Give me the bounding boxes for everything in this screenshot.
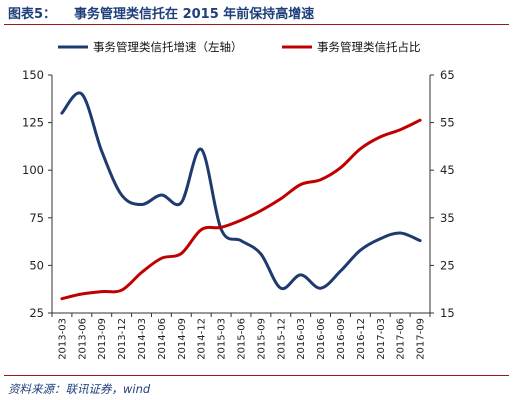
y-left-tick-label: 75	[29, 211, 44, 225]
y-right-tick-label: 15	[440, 306, 455, 320]
x-tick-label: 2017-09	[416, 318, 427, 360]
source-note: 资料来源：联讯证券，wind	[8, 382, 151, 396]
y-left-tick-label: 25	[29, 306, 44, 320]
x-tick-label: 2014-09	[177, 318, 188, 360]
x-tick-label: 2013-06	[77, 318, 88, 360]
bottom-rule	[4, 375, 509, 376]
legend-label-share: 事务管理类信托占比	[317, 40, 421, 54]
y-right-tick-label: 65	[440, 68, 455, 82]
y-left-tick-label: 100	[22, 163, 44, 177]
y-right-tick-label: 25	[440, 258, 455, 272]
chart-title: 图表5： 事务管理类信托在 2015 年前保持高增速	[8, 3, 314, 22]
figure-title: 事务管理类信托在 2015 年前保持高增速	[74, 7, 315, 22]
series-line-growth	[60, 91, 422, 291]
x-tick-label: 2014-03	[137, 318, 148, 360]
x-tick-label: 2014-06	[157, 318, 168, 360]
x-tick-label: 2013-03	[57, 318, 68, 360]
x-tick-label: 2014-12	[197, 318, 208, 360]
x-tick-label: 2013-09	[97, 318, 108, 360]
x-tick-label: 2016-12	[356, 318, 367, 360]
y-right-tick-label: 45	[440, 163, 455, 177]
y-left-tick-label: 150	[22, 68, 44, 82]
legend-label-growth: 事务管理类信托增速（左轴）	[93, 40, 243, 54]
x-tick-label: 2016-06	[316, 318, 327, 360]
x-tick-label: 2015-12	[276, 318, 287, 360]
series-lines	[60, 91, 422, 301]
axes	[51, 75, 431, 314]
x-tick-label: 2015-03	[217, 318, 228, 360]
y-left-tick-label: 50	[29, 258, 44, 272]
x-ticks: 2013-03 2013-06 2013-09 2013-12 2014-03 2014-…	[51, 313, 431, 360]
x-tick-label: 2016-03	[296, 318, 307, 360]
top-rule	[4, 24, 509, 25]
y-left-tick-label: 125	[22, 116, 44, 130]
x-tick-label: 2015-09	[256, 318, 267, 360]
x-tick-label: 2015-06	[237, 318, 248, 360]
y-left-ticks: 25 50 75 100 125 150	[22, 68, 52, 320]
series-line-share	[60, 118, 422, 301]
x-tick-label: 2017-03	[376, 318, 387, 360]
x-tick-label: 2017-06	[396, 318, 407, 360]
line-chart: 事务管理类信托增速（左轴） 事务管理类信托占比 255075100125150 …	[22, 40, 455, 360]
legend: 事务管理类信托增速（左轴） 事务管理类信托占比	[58, 40, 421, 54]
y-right-tick-label: 55	[440, 116, 455, 130]
y-right-ticks: 15 25 35 45 55 65	[430, 68, 455, 320]
figure-label: 图表5：	[8, 7, 57, 22]
y-right-tick-label: 35	[440, 211, 455, 225]
x-tick-label: 2013-12	[117, 318, 128, 360]
x-tick-label: 2016-09	[336, 318, 347, 360]
